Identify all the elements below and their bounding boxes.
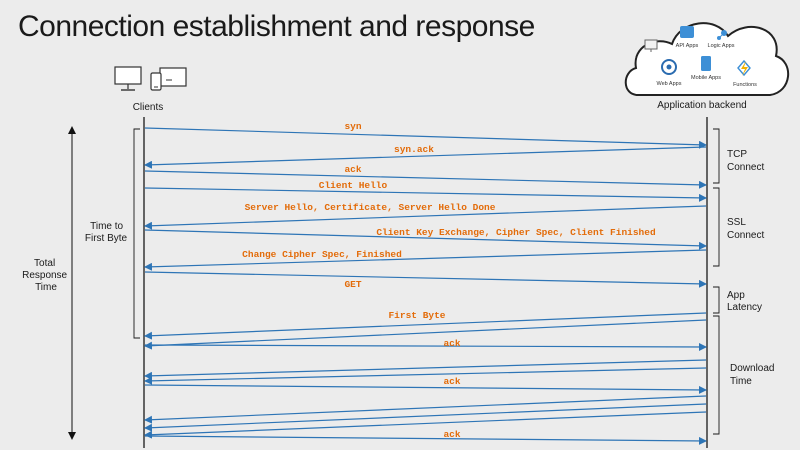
- message-arrow: [144, 319, 707, 350]
- message-arrow: [144, 384, 707, 394]
- message-arrow: [144, 187, 707, 202]
- api-apps-icon: [680, 26, 694, 38]
- ssl-connect-label: SSL Connect: [727, 217, 764, 241]
- message-arrow: [144, 170, 707, 189]
- backend-label: Application backend: [657, 100, 747, 111]
- api-apps-label: API Apps: [676, 43, 699, 49]
- ttfb-bracket: [133, 128, 140, 339]
- phone-icon: [150, 72, 162, 91]
- desktop-icon: [114, 66, 142, 91]
- download-bracket: [713, 315, 720, 435]
- message-arrow: [144, 127, 707, 149]
- app-latency-label: App Latency: [727, 290, 762, 313]
- message-arrows: syn syn.ack ack Client Hello Server Hello, C…: [144, 121, 707, 445]
- message-arrow: [144, 411, 707, 439]
- app-latency-bracket: [713, 286, 720, 314]
- download-time-label: Download Time: [730, 363, 777, 387]
- message-arrow: [144, 403, 707, 432]
- message-arrow: [144, 359, 707, 380]
- message-arrow: [144, 312, 707, 340]
- message-arrow: [144, 205, 707, 230]
- ssl-bracket: [713, 187, 720, 267]
- message-arrow: [144, 367, 707, 385]
- laptop-icon: [159, 67, 187, 87]
- message-label: ack: [443, 338, 460, 349]
- message-arrow: [144, 271, 707, 288]
- message-label: syn.ack: [394, 144, 434, 155]
- message-label: ack: [344, 164, 361, 175]
- message-label: Client Key Exchange, Cipher Spec, Client…: [376, 227, 656, 238]
- logic-apps-icon: [717, 30, 727, 40]
- tcp-connect-label: TCP Connect: [727, 149, 764, 173]
- monitor-app-icon: [644, 39, 658, 52]
- message-label: GET: [344, 279, 361, 290]
- message-label: ack: [443, 376, 460, 387]
- message-arrow: [144, 229, 707, 250]
- message-label: Server Hello, Certificate, Server Hello …: [245, 202, 496, 213]
- page-title: Connection establishment and response: [18, 10, 535, 43]
- web-apps-label: Web Apps: [657, 81, 682, 87]
- message-arrow: [144, 435, 707, 445]
- total-response-time-label: Total Response Time: [22, 258, 70, 293]
- message-arrow: [144, 249, 707, 271]
- message-label: Change Cipher Spec, Finished: [242, 249, 402, 260]
- functions-icon: [737, 59, 751, 77]
- mobile-apps-label: Mobile Apps: [691, 75, 721, 81]
- message-arrow: [144, 395, 707, 424]
- message-label: Client Hello: [319, 180, 388, 191]
- clients-label: Clients: [133, 102, 164, 113]
- functions-label: Functions: [733, 82, 757, 88]
- mobile-apps-icon: [701, 56, 711, 71]
- message-arrow: [144, 342, 707, 351]
- tcp-bracket: [713, 128, 720, 184]
- message-label: ack: [443, 429, 460, 440]
- message-label: syn: [344, 121, 361, 132]
- message-label: First Byte: [388, 310, 445, 321]
- logic-apps-label: Logic Apps: [708, 43, 735, 49]
- web-apps-icon: [661, 59, 677, 75]
- time-to-first-byte-label: Time to First Byte: [85, 221, 128, 244]
- message-arrow: [144, 146, 707, 169]
